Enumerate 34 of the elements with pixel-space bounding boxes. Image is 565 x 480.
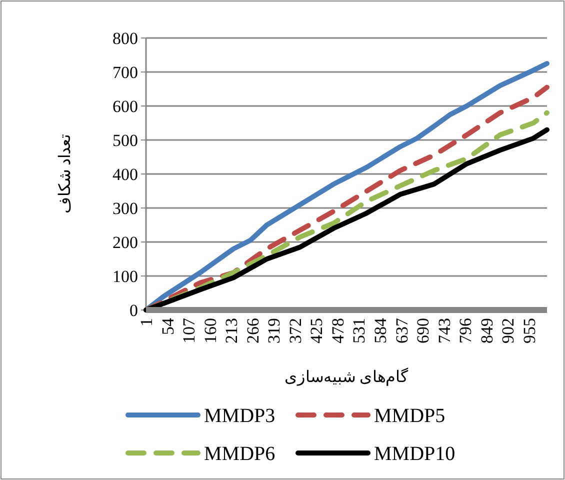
x-tick-label: 584 bbox=[371, 318, 390, 344]
legend-label: MMDP10 bbox=[374, 443, 456, 465]
x-tick-label: 955 bbox=[520, 318, 539, 344]
x-tick-label: 54 bbox=[158, 318, 178, 335]
y-tick-label: 400 bbox=[112, 165, 138, 184]
x-axis-title: گام‌های شبیه‌سازی bbox=[284, 367, 408, 386]
y-tick-label: 600 bbox=[112, 97, 138, 116]
x-tick-label: 531 bbox=[350, 318, 369, 344]
x-tick-label: 1 bbox=[137, 318, 156, 326]
x-tick-label: 637 bbox=[392, 318, 412, 344]
x-tick-label: 425 bbox=[307, 318, 326, 344]
x-tick-label: 372 bbox=[286, 318, 305, 344]
y-tick-label: 100 bbox=[112, 267, 138, 286]
x-tick-label: 319 bbox=[264, 318, 284, 344]
y-axis-title: تعداد شکاف bbox=[57, 134, 74, 214]
y-tick-label: 0 bbox=[130, 301, 138, 320]
x-tick-label: 743 bbox=[434, 318, 454, 344]
x-tick-label: 478 bbox=[328, 318, 348, 344]
y-tick-label: 800 bbox=[112, 29, 138, 48]
x-tick-label: 902 bbox=[498, 318, 518, 344]
x-tick-label: 849 bbox=[477, 318, 496, 344]
y-tick-label: 500 bbox=[112, 131, 138, 150]
x-tick-label: 213 bbox=[222, 318, 242, 344]
x-tick-label: 160 bbox=[200, 318, 220, 344]
x-tick-label: 107 bbox=[180, 318, 199, 344]
x-tick-label: 266 bbox=[243, 318, 262, 344]
y-tick-label: 700 bbox=[112, 63, 138, 82]
x-tick-label: 796 bbox=[456, 318, 476, 344]
y-tick-label: 300 bbox=[112, 199, 138, 218]
legend-label: MMDP5 bbox=[374, 405, 446, 427]
y-tick-label: 200 bbox=[112, 233, 138, 252]
x-tick-label: 690 bbox=[414, 318, 433, 344]
legend-label: MMDP3 bbox=[204, 405, 276, 427]
legend-label: MMDP6 bbox=[204, 443, 276, 465]
